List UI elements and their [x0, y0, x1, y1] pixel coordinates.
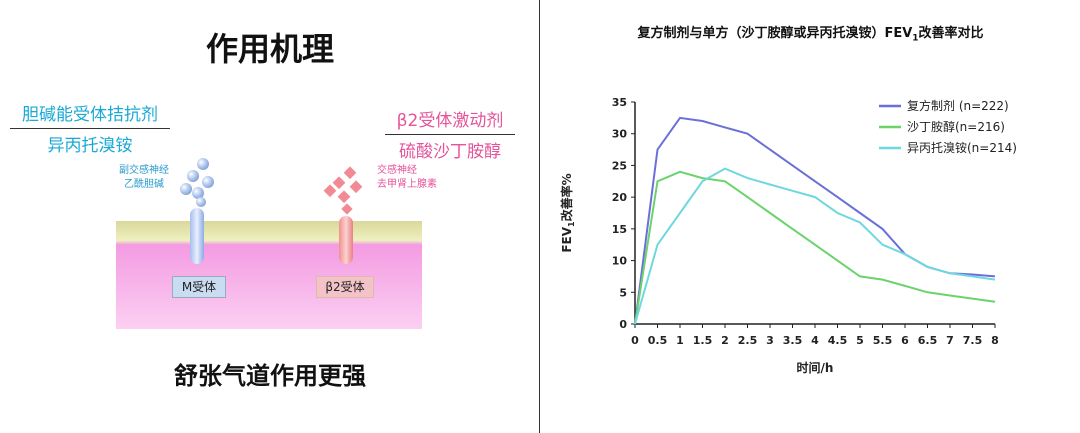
- beta2-agonist-class: β2受体激动剂: [385, 106, 515, 135]
- x-tick-label: 5.5: [873, 334, 893, 347]
- legend-label-3: 异丙托溴铵(n=214): [907, 140, 1017, 155]
- sympathetic-nerve: 交感神经: [377, 165, 417, 176]
- anticholinergic-label: 胆碱能受体拮抗剂 异丙托溴铵: [10, 100, 170, 156]
- legend-label-1: 复方制剂 (n=222): [907, 98, 1009, 113]
- chart-title-suffix: 改善率对比: [918, 26, 984, 41]
- x-tick-label: 3: [766, 334, 774, 347]
- chart-title-sub: 1: [912, 33, 919, 44]
- y-tick-label: 0: [619, 318, 627, 331]
- norepinephrine: 去甲肾上腺素: [377, 179, 437, 190]
- y-axis-label: FEV1改善率%: [559, 173, 576, 252]
- x-tick-label: 7: [946, 334, 954, 347]
- m-receptor-channel: [190, 208, 204, 264]
- mechanism-title: 作用机理: [205, 30, 334, 68]
- x-tick-label: 0.5: [648, 334, 668, 347]
- x-tick-label: 8: [991, 334, 999, 347]
- panel-divider: [539, 0, 540, 433]
- legend-label-2: 沙丁胺醇(n=216): [907, 119, 1005, 134]
- beta2-agonist-label: β2受体激动剂 硫酸沙丁胺醇: [385, 106, 515, 162]
- parasympathetic-label: 副交感神经 乙酰胆碱: [104, 164, 184, 192]
- y-tick-label: 30: [612, 128, 628, 141]
- x-tick-label: 1: [676, 334, 684, 347]
- cell-membrane: [116, 221, 422, 329]
- y-tick-label: 10: [612, 255, 628, 268]
- parasympathetic-nerve: 副交感神经: [119, 165, 169, 176]
- x-tick-label: 6: [901, 334, 909, 347]
- fev1-line-chart: 0 0.5 1 1.5 2 2.5 3 3.5 4 4.5 5 5.5 6 6.5 7 7.5 8 0 5 10 15 2…: [559, 96, 1017, 375]
- norepinephrine-molecules: [323, 166, 363, 215]
- y-tick-label: 5: [619, 286, 627, 299]
- mechanism-illustration: [116, 158, 422, 329]
- beta2-agonist-drug: 硫酸沙丁胺醇: [399, 142, 501, 162]
- x-tick-label: 1.5: [693, 334, 713, 347]
- beta2-receptor-label: β2受体: [316, 276, 374, 298]
- x-tick-label: 7.5: [963, 334, 983, 347]
- x-tick-label: 6.5: [918, 334, 938, 347]
- m-receptor-label: M受体: [172, 276, 226, 298]
- chart-title: 复方制剂与单方（沙丁胺醇或异丙托溴铵）FEV1改善率对比: [541, 22, 1080, 44]
- y-tick-label: 25: [612, 159, 627, 172]
- x-tick-label: 2: [721, 334, 729, 347]
- anticholinergic-drug: 异丙托溴铵: [47, 136, 133, 156]
- acetylcholine-molecules: [180, 158, 214, 207]
- y-tick-label: 15: [612, 223, 627, 236]
- x-tick-label: 0: [631, 334, 639, 347]
- series-line-2: [634, 170, 996, 325]
- x-tick-label: 4.5: [828, 334, 848, 347]
- mechanism-conclusion: 舒张气道作用更强: [174, 362, 366, 390]
- y-tick-label: 35: [612, 96, 627, 109]
- series-line-3: [634, 167, 996, 325]
- sympathetic-label: 交感神经 去甲肾上腺素: [377, 164, 457, 192]
- x-tick-label: 2.5: [738, 334, 758, 347]
- y-tick-label: 20: [612, 191, 628, 204]
- x-tick-label: 4: [811, 334, 819, 347]
- x-tick-label: 3.5: [783, 334, 803, 347]
- acetylcholine: 乙酰胆碱: [124, 179, 164, 190]
- mechanism-panel: 作用机理 胆碱能受体拮抗剂 异丙托溴铵 β2受体激动剂 硫酸沙丁胺醇 副交感神经…: [10, 30, 515, 390]
- x-axis-label: 时间/h: [797, 360, 834, 375]
- x-tick-label: 5: [856, 334, 864, 347]
- chart-title-prefix: 复方制剂与单方（沙丁胺醇或异丙托溴铵）FEV: [637, 26, 913, 41]
- anticholinergic-class: 胆碱能受体拮抗剂: [10, 100, 170, 129]
- fev1-chart-panel: 复方制剂与单方（沙丁胺醇或异丙托溴铵）FEV1改善率对比 0 0.5 1 1.5 2 2.…: [541, 0, 1080, 433]
- beta2-receptor-channel: [339, 216, 353, 264]
